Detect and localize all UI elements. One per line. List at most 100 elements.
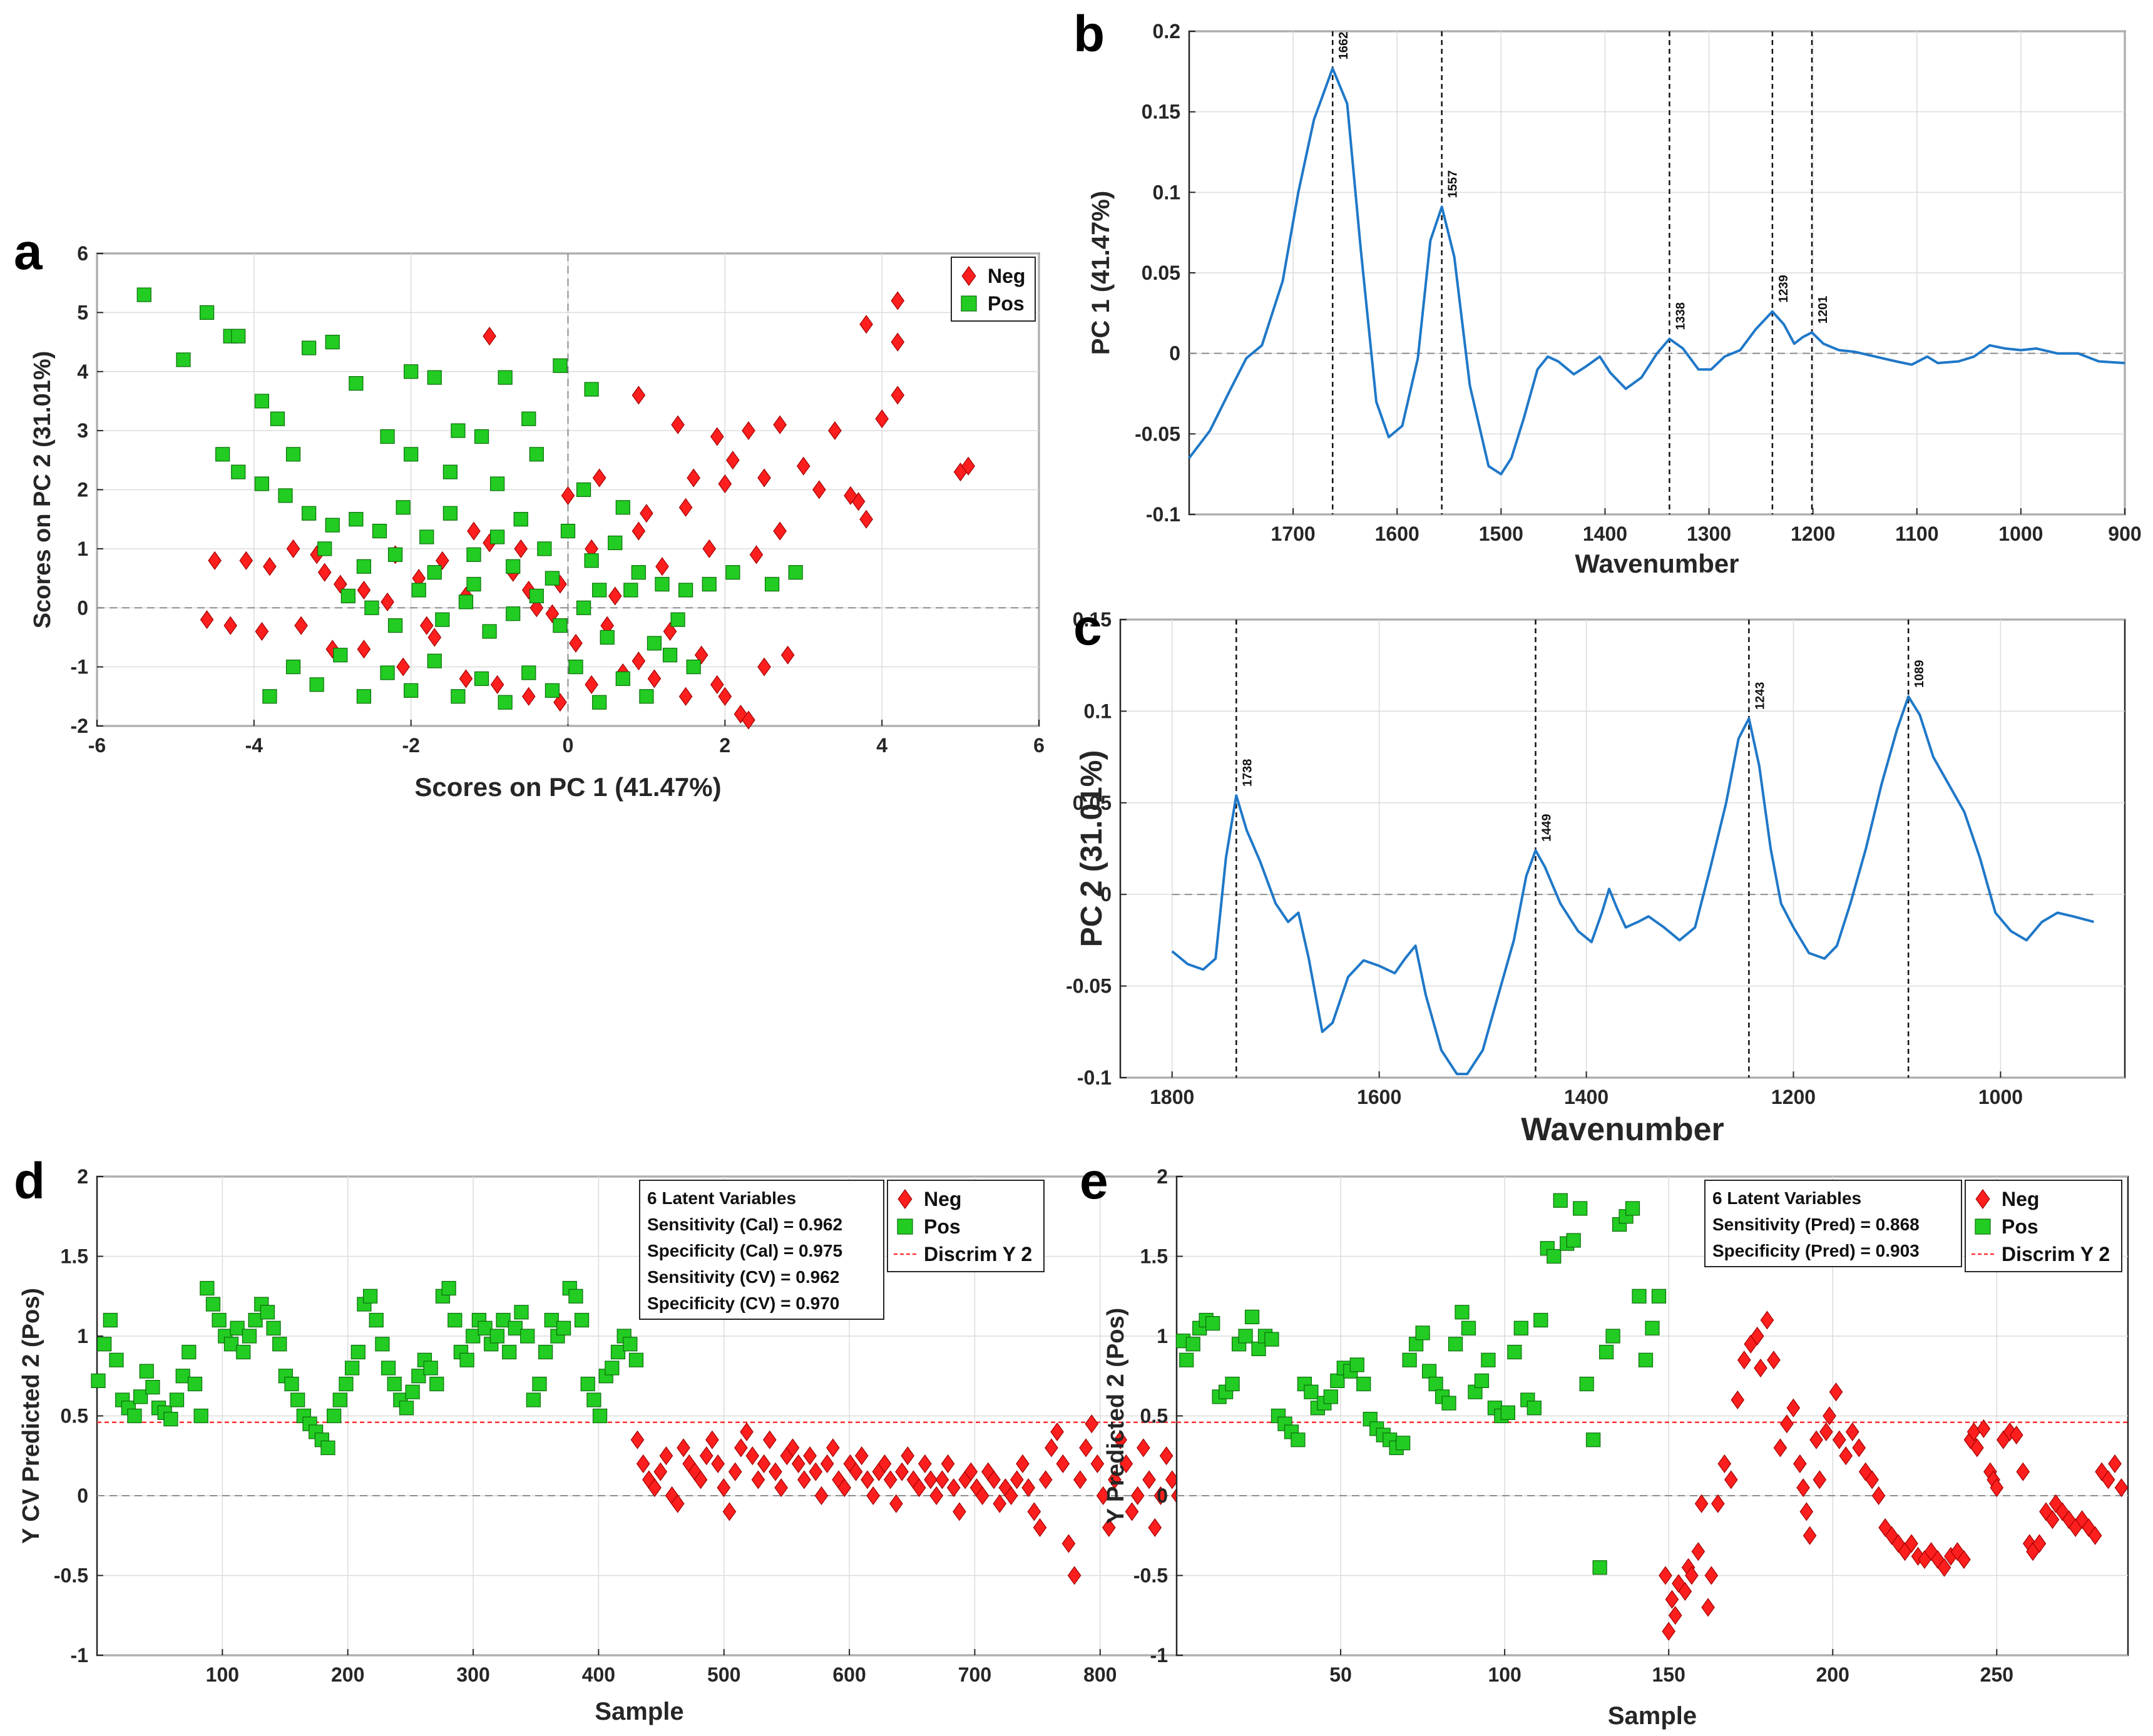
- pos-prediction-point: [1566, 1233, 1581, 1248]
- neg-prediction-point: [987, 1470, 1001, 1489]
- neg-prediction-point: [1142, 1470, 1156, 1489]
- stats-line: 6 Latent Variables: [1712, 1188, 1861, 1208]
- x-tick-label: 1000: [1998, 523, 2043, 545]
- neg-prediction-point: [1137, 1438, 1150, 1458]
- pos-prediction-point: [466, 1329, 481, 1344]
- y-tick-label: -0.1: [1077, 1066, 1112, 1089]
- stats-line: Sensitivity (Cal) = 0.962: [647, 1215, 842, 1234]
- neg-score-point: [647, 669, 662, 688]
- pos-prediction-point: [1251, 1341, 1266, 1356]
- pos-prediction-point: [242, 1329, 257, 1344]
- pos-prediction-point: [187, 1376, 203, 1392]
- y-tick-label: 0: [1169, 342, 1180, 365]
- neg-prediction-point: [653, 1462, 668, 1481]
- neg-prediction-point: [929, 1486, 943, 1506]
- neg-score-point: [286, 539, 300, 558]
- legend-neg-marker: [1975, 1188, 1990, 1210]
- pos-score-point: [576, 482, 591, 498]
- pos-prediction-point: [1547, 1248, 1562, 1264]
- pos-prediction-point: [1481, 1352, 1496, 1367]
- neg-prediction-point: [826, 1438, 840, 1458]
- neg-score-point: [694, 645, 708, 665]
- stats-box: [1704, 1180, 1962, 1267]
- neg-prediction-point: [814, 1486, 829, 1506]
- pos-prediction-point: [1185, 1337, 1200, 1352]
- y-tick-label: 0.1: [1084, 700, 1112, 722]
- x-tick-label: 400: [582, 1663, 615, 1686]
- pos-score-point: [458, 595, 474, 610]
- y-tick-label: -0.05: [1066, 975, 1112, 998]
- neg-prediction-point: [935, 1470, 949, 1489]
- neg-prediction-point: [1038, 1470, 1053, 1489]
- neg-prediction-point: [1711, 1494, 1725, 1513]
- pos-prediction-point: [1651, 1289, 1667, 1304]
- neg-score-point: [419, 616, 434, 635]
- pos-prediction-point: [574, 1312, 590, 1328]
- neg-prediction-point: [964, 1462, 978, 1481]
- y-tick-label: 0.2: [1153, 20, 1180, 43]
- pos-prediction-point: [362, 1289, 378, 1304]
- x-tick-label: 1000: [1978, 1086, 2023, 1108]
- neg-prediction-point: [751, 1470, 765, 1489]
- neg-score-point: [891, 332, 905, 352]
- pos-prediction-point: [248, 1312, 263, 1328]
- pos-score-point: [302, 506, 317, 521]
- neg-prediction-point: [953, 1502, 966, 1521]
- pos-score-point: [215, 447, 230, 462]
- pos-score-point: [309, 677, 324, 692]
- legend-pos-marker: [897, 1218, 913, 1235]
- legend-pos-marker: [1975, 1218, 1991, 1235]
- pos-prediction-point: [1638, 1352, 1654, 1367]
- pos-prediction-point: [339, 1376, 354, 1392]
- neg-score-point: [891, 385, 905, 405]
- neg-score-point: [381, 592, 394, 611]
- pos-prediction-point: [514, 1305, 529, 1320]
- stats-line: Sensitivity (CV) = 0.962: [647, 1267, 839, 1287]
- neg-prediction-point: [1871, 1486, 1886, 1506]
- neg-prediction-point: [2101, 1470, 2115, 1489]
- neg-prediction-point: [820, 1454, 834, 1474]
- legend-label-pos: Pos: [988, 292, 1025, 315]
- panel-e: 50 100 150 200 250 -1 -0.5 0 0.5 1 1.5 2 Sample Y Pre…: [1080, 1153, 2129, 1730]
- y-tick-label: -1: [71, 1644, 88, 1667]
- x-tick-label: 200: [1816, 1663, 1849, 1686]
- x-axis-label: Sample: [1608, 1702, 1697, 1730]
- neg-score-point: [561, 486, 575, 505]
- legend-neg-marker: [898, 1188, 913, 1210]
- neg-prediction-point: [1079, 1438, 1093, 1458]
- pos-prediction-point: [605, 1361, 620, 1376]
- pos-score-point: [615, 671, 630, 687]
- pos-score-point: [678, 583, 693, 598]
- panel-letter: d: [14, 1153, 45, 1210]
- neg-prediction-point: [1096, 1486, 1110, 1506]
- pos-score-point: [725, 565, 740, 580]
- legend-pos-marker: [961, 295, 977, 312]
- y-tick-label: 0: [77, 596, 88, 619]
- pos-prediction-point: [399, 1401, 414, 1416]
- neg-prediction-point: [762, 1430, 777, 1449]
- pos-score-point: [600, 630, 615, 645]
- neg-prediction-point: [670, 1494, 685, 1513]
- neg-prediction-point: [883, 1470, 898, 1489]
- pos-score-point: [411, 583, 426, 598]
- pos-prediction-point: [1304, 1384, 1319, 1399]
- neg-score-point: [223, 616, 238, 635]
- neg-prediction-point: [728, 1462, 742, 1481]
- neg-prediction-point: [2016, 1462, 2030, 1481]
- pos-prediction-point: [520, 1329, 535, 1344]
- neg-prediction-point: [1819, 1422, 1833, 1442]
- neg-prediction-point: [1754, 1358, 1767, 1378]
- pos-prediction-point: [175, 1369, 190, 1384]
- neg-prediction-point: [861, 1470, 874, 1489]
- pos-score-point: [537, 541, 552, 556]
- pos-prediction-point: [1461, 1320, 1476, 1335]
- y-tick-label: 2: [77, 479, 88, 501]
- peak-label: 1239: [1777, 275, 1791, 303]
- neg-prediction-point: [2045, 1510, 2060, 1529]
- neg-score-point: [427, 628, 442, 647]
- pos-prediction-point: [350, 1344, 366, 1360]
- pos-score-point: [380, 665, 395, 680]
- pos-prediction-point: [284, 1376, 299, 1392]
- neg-prediction-point: [854, 1446, 869, 1466]
- loading-curve: [1171, 695, 2094, 1076]
